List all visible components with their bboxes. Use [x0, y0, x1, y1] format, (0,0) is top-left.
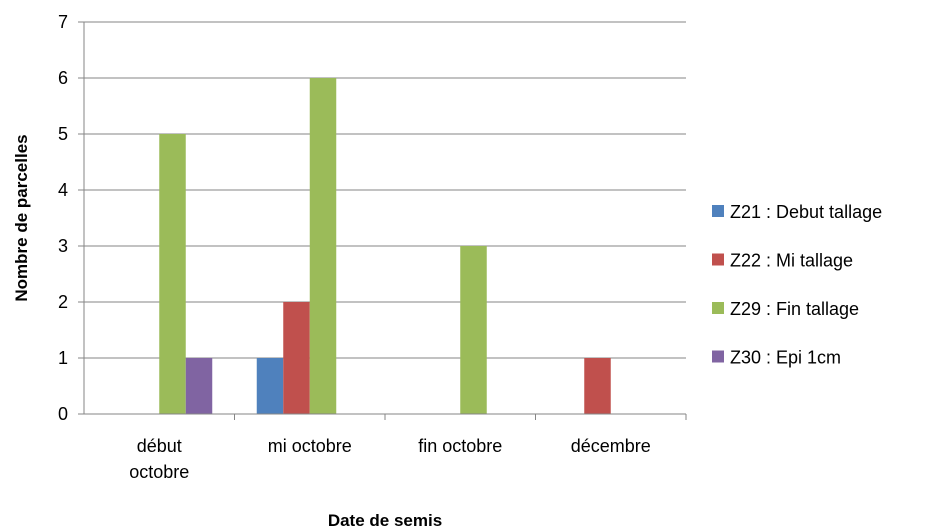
y-tick-label: 7: [58, 12, 68, 32]
legend-swatch: [712, 253, 724, 266]
bar: [185, 358, 213, 414]
legend-swatch: [712, 350, 724, 363]
x-category-label: début octobre: [129, 436, 189, 482]
x-category-label: fin octobre: [418, 436, 502, 456]
bars: [159, 78, 611, 414]
y-tick-label: 5: [58, 124, 68, 144]
x-category-labels: début octobre mi octobre fin octobre décembr…: [129, 436, 651, 482]
legend-swatch: [712, 205, 724, 217]
axes: [78, 21, 687, 420]
x-category-label: décembre: [571, 436, 651, 456]
bar: [256, 358, 284, 414]
y-axis-title: Nombre de parcelles: [12, 134, 31, 301]
legend: Z21 : Debut tallage Z22 : Mi tallage Z29 :…: [712, 202, 882, 368]
y-tick-label: 0: [58, 404, 68, 424]
x-category-label-line: fin octobre: [418, 436, 502, 456]
legend-label: Z29 : Fin tallage: [730, 299, 859, 319]
y-tick-label: 3: [58, 236, 68, 256]
y-tick-label: 4: [58, 180, 68, 200]
bar: [584, 358, 611, 414]
x-category-label-line: octobre: [129, 462, 189, 482]
x-category-label-line: décembre: [571, 436, 651, 456]
x-category-label-line: début: [137, 436, 182, 456]
y-tick-labels: 0 1 2 3 4 5 6 7: [58, 12, 68, 424]
y-tick-label: 6: [58, 68, 68, 88]
legend-swatch: [712, 302, 724, 314]
x-category-label: mi octobre: [268, 436, 352, 456]
y-tick-label: 2: [58, 292, 68, 312]
legend-label: Z30 : Epi 1cm: [730, 348, 841, 368]
legend-label: Z21 : Debut tallage: [730, 202, 882, 222]
y-tick-label: 1: [58, 348, 68, 368]
bar: [460, 246, 487, 414]
bar: [159, 134, 186, 414]
x-category-label-line: mi octobre: [268, 436, 352, 456]
bar: [283, 302, 310, 414]
legend-label: Z22 : Mi tallage: [730, 251, 853, 271]
x-axis-title: Date de semis: [328, 511, 442, 530]
bar: [309, 78, 337, 414]
